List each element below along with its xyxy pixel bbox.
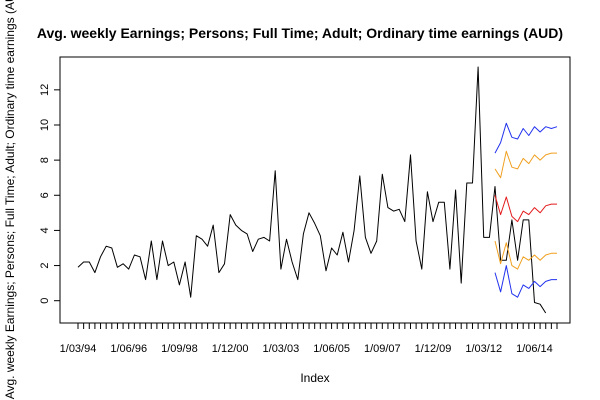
y-axis: 0 2 4 6 8 10 12 — [39, 84, 61, 304]
series-line-forecast-95-upper — [494, 122, 558, 154]
x-tick-label: 1/06/14 — [516, 343, 553, 355]
series-line-forecast-80-upper — [494, 150, 557, 179]
x-axis-label: Index — [300, 371, 329, 385]
y-axis-label: Avg. weekly Earnings; Persons; Full Time… — [3, 0, 17, 399]
series-line-forecast-mean — [494, 195, 557, 223]
y-tick-label: 8 — [39, 157, 51, 163]
x-tick-label: 1/03/03 — [263, 343, 300, 355]
plot-frame — [59, 56, 571, 324]
x-tick-label: 1/06/05 — [313, 343, 350, 355]
series-line-forecast-95-lower — [494, 265, 557, 298]
y-tick-label: 4 — [39, 227, 51, 233]
x-tick-label: 1/09/98 — [161, 343, 198, 355]
y-tick-label: 6 — [39, 192, 51, 198]
x-tick-label: 1/06/96 — [110, 343, 147, 355]
y-tick-label: 12 — [39, 84, 51, 96]
chart-title: Avg. weekly Earnings; Persons; Full Time… — [37, 25, 563, 41]
series-layer — [77, 66, 558, 314]
y-tick-label: 10 — [39, 119, 51, 131]
x-tick-label: 1/12/09 — [415, 343, 452, 355]
y-tick-label: 2 — [39, 262, 51, 268]
x-tick-label: 1/09/07 — [364, 343, 401, 355]
x-axis: 1/03/94 1/06/96 1/09/98 1/12/00 1/03/03 1/06/… — [60, 322, 558, 355]
series-line-forecast-80-lower — [494, 240, 557, 270]
x-tick-label: 1/12/00 — [212, 343, 249, 355]
x-tick-label: 1/03/94 — [60, 343, 97, 355]
x-tick-label: 1/03/12 — [465, 343, 502, 355]
series-line-observed — [77, 66, 547, 314]
y-tick-label: 0 — [39, 298, 51, 304]
